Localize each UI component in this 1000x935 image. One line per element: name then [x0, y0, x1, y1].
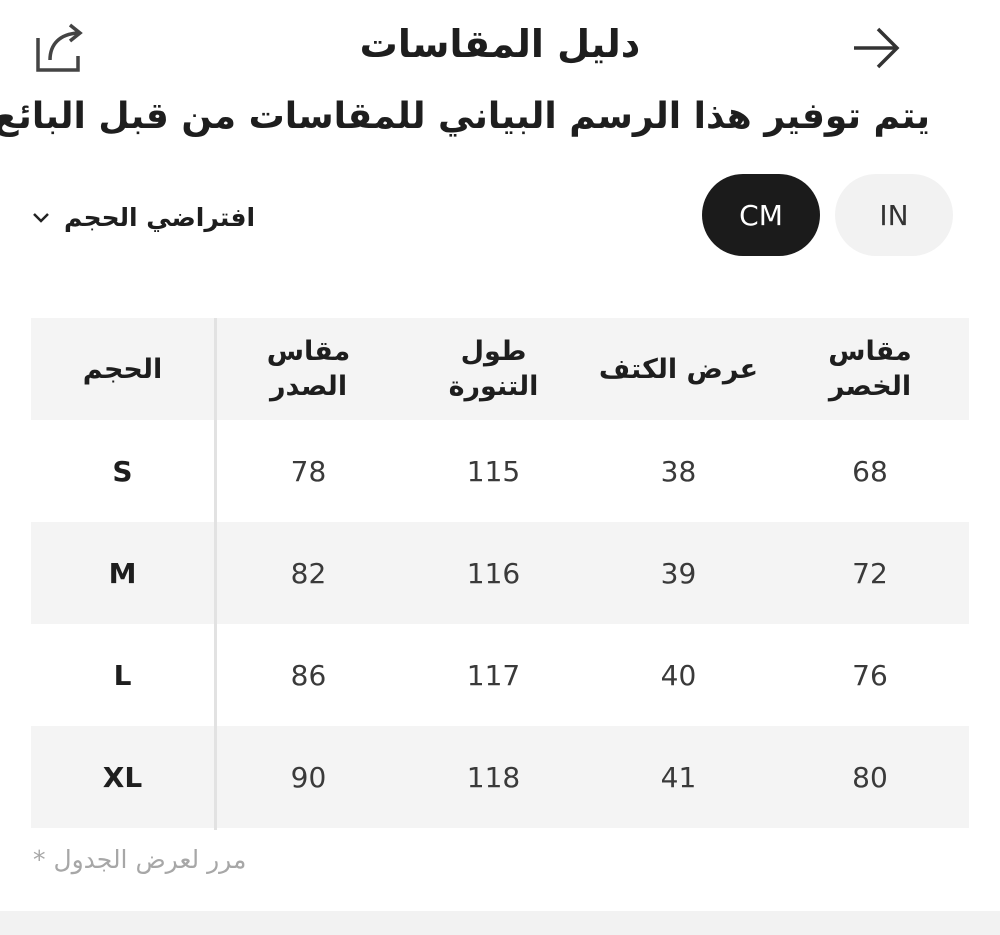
cell-chest: 78 — [290, 454, 327, 488]
chevron-down-icon — [33, 213, 49, 223]
bottom-bar — [0, 911, 1000, 935]
cell-chest: 82 — [290, 556, 327, 590]
share-icon[interactable] — [32, 20, 88, 76]
header: دليل المقاسات — [0, 0, 1000, 95]
table-row: M 82 116 39 72 — [31, 522, 969, 624]
cell-chest: 90 — [290, 760, 327, 794]
size-default-label: افتراضي الحجم — [64, 202, 256, 232]
header-shoulder-width: عرض الكتف — [598, 353, 759, 385]
header-chest: مقاس الصدر — [216, 318, 401, 420]
cell-shoulder: 39 — [660, 556, 697, 590]
cell-waist: 72 — [852, 556, 888, 590]
cell-waist: 68 — [852, 454, 888, 488]
table-row: XL 90 118 41 80 — [31, 726, 969, 828]
cell-chest: 86 — [290, 658, 327, 692]
cell-size: XL — [102, 760, 143, 794]
header-chest-line2: الصدر — [269, 371, 348, 402]
table-row: L 86 117 40 76 — [31, 624, 969, 726]
cell-size: S — [112, 454, 133, 488]
header-waist-line2: الخصر — [828, 371, 912, 402]
page-title: دليل المقاسات — [359, 22, 641, 66]
scroll-hint: مرر لعرض الجدول * — [33, 845, 247, 874]
cell-skirt: 117 — [466, 658, 521, 692]
cell-size: M — [108, 556, 137, 590]
cell-skirt: 118 — [466, 760, 521, 794]
header-chest-line1: مقاس — [266, 336, 351, 367]
size-table[interactable]: الحجم مقاس الصدر طول التنورة عرض الكتف مقا… — [31, 318, 969, 830]
size-default-dropdown[interactable]: افتراضي الحجم — [30, 195, 255, 239]
column-divider — [214, 318, 217, 830]
table-row: S 78 115 38 68 — [31, 420, 969, 522]
cell-shoulder: 40 — [660, 658, 697, 692]
cell-waist: 80 — [852, 760, 888, 794]
table-header-row: الحجم مقاس الصدر طول التنورة عرض الكتف مقا… — [31, 318, 969, 420]
cell-skirt: 116 — [466, 556, 521, 590]
header-skirt-line1: طول — [460, 336, 527, 367]
header-waist: مقاس الخصر — [771, 318, 969, 420]
header-skirt-line2: التنورة — [448, 371, 539, 402]
cell-skirt: 115 — [466, 454, 521, 488]
subtitle: يتم توفير هذا الرسم البياني للمقاسات من … — [0, 96, 930, 137]
cell-shoulder: 38 — [660, 454, 697, 488]
cell-size: L — [113, 658, 132, 692]
header-skirt-length: طول التنورة — [401, 318, 586, 420]
unit-in-button[interactable]: IN — [835, 174, 953, 256]
header-size: الحجم — [82, 353, 163, 385]
unit-cm-button[interactable]: CM — [702, 174, 820, 256]
header-waist-line1: مقاس — [828, 336, 912, 367]
arrow-right-icon[interactable] — [848, 20, 904, 76]
cell-shoulder: 41 — [660, 760, 697, 794]
cell-waist: 76 — [852, 658, 888, 692]
